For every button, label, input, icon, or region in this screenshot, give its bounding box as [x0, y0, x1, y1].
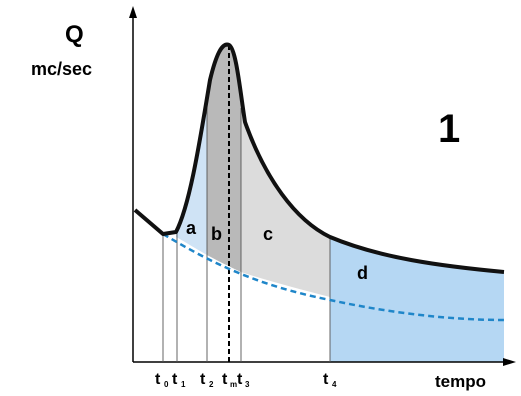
svg-text:t: t [237, 371, 243, 388]
area-label-a: a [186, 218, 197, 238]
time-label-tm: t m [222, 371, 237, 389]
x-axis-title: tempo [435, 372, 486, 391]
area-d-fill [330, 237, 504, 362]
area-label-c: c [263, 224, 273, 244]
time-label-t0: t 0 [155, 371, 169, 389]
area-label-d: d [357, 263, 368, 283]
time-label-t2: t 2 [200, 371, 214, 389]
svg-text:3: 3 [245, 380, 250, 389]
svg-text:4: 4 [332, 380, 337, 389]
baseflow-curve [162, 232, 505, 322]
svg-text:t: t [172, 371, 178, 388]
area-c-fill [241, 110, 330, 297]
time-label-t3: t 3 [237, 371, 250, 389]
area-label-b: b [211, 224, 222, 244]
svg-text:t: t [155, 371, 161, 388]
y-axis-title: Q [65, 21, 84, 48]
time-label-t4: t 4 [323, 371, 337, 389]
svg-text:1: 1 [181, 380, 186, 389]
svg-text:2: 2 [209, 380, 214, 389]
y-axis-unit: mc/sec [31, 59, 92, 79]
figure-number: 1 [438, 107, 460, 151]
svg-text:t: t [323, 371, 329, 388]
time-label-t1: t 1 [172, 371, 186, 389]
hydrograph-curve [133, 42, 505, 274]
svg-text:0: 0 [164, 380, 169, 389]
svg-text:m: m [230, 380, 237, 389]
x-axis-arrow [503, 358, 516, 366]
y-axis-arrow [129, 6, 137, 18]
svg-text:t: t [222, 371, 228, 388]
area-b-fill [207, 44, 241, 273]
svg-text:t: t [200, 371, 206, 388]
